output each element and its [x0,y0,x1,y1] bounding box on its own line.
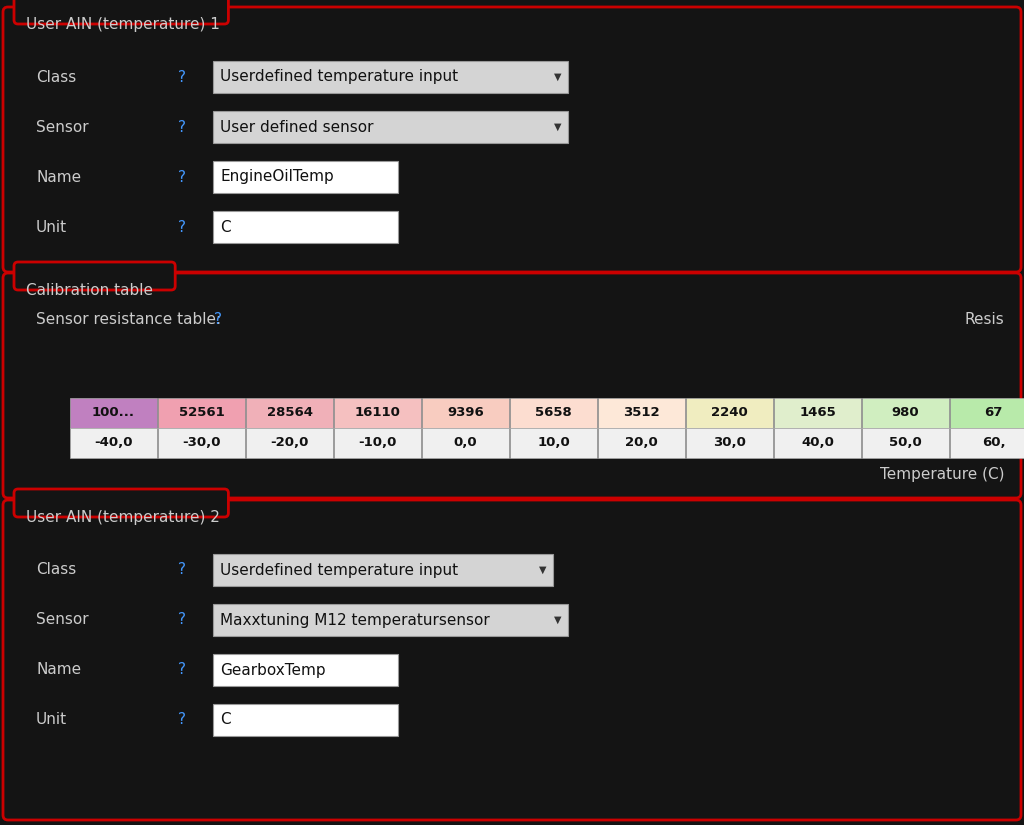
Bar [862,398,949,428]
Text: 5658: 5658 [536,407,571,419]
FancyBboxPatch shape [14,0,228,24]
Bar [686,428,773,458]
Text: Name: Name [36,662,81,677]
Text: C: C [220,219,230,234]
Bar [510,428,597,458]
Bar [213,704,398,736]
FancyBboxPatch shape [3,500,1021,820]
Bar [598,398,685,428]
Bar [20,10,222,20]
FancyBboxPatch shape [14,489,228,517]
Text: ?: ? [178,169,186,185]
Text: ?: ? [178,612,186,628]
Bar [598,428,685,458]
FancyBboxPatch shape [3,273,1021,498]
Bar [213,554,553,586]
Text: ▼: ▼ [554,122,561,132]
Text: 28564: 28564 [266,407,312,419]
Text: Name: Name [36,169,81,185]
Text: Class: Class [36,69,76,84]
Bar [774,428,861,458]
Bar [686,398,773,428]
Text: ?: ? [178,563,186,578]
Bar [510,398,597,428]
Text: 30,0: 30,0 [713,436,745,450]
Text: 2240: 2240 [711,407,748,419]
Bar [950,428,1024,458]
Text: 60,: 60, [982,436,1006,450]
Bar [334,398,421,428]
Text: Sensor resistance table:: Sensor resistance table: [36,313,221,328]
Bar [20,276,169,286]
Bar [213,61,568,93]
Text: 1465: 1465 [799,407,836,419]
Text: Maxxtuning M12 temperatursensor: Maxxtuning M12 temperatursensor [220,612,489,628]
Bar [774,398,861,428]
Text: Class: Class [36,563,76,578]
Bar [213,604,568,636]
Bar [213,654,398,686]
Text: 16110: 16110 [354,407,400,419]
Text: 3512: 3512 [624,407,659,419]
Text: Userdefined temperature input: Userdefined temperature input [220,563,458,578]
Bar [950,398,1024,428]
Text: Temperature (C): Temperature (C) [880,466,1004,482]
Text: User defined sensor: User defined sensor [220,120,374,134]
Text: ▼: ▼ [554,615,561,625]
Text: Calibration table: Calibration table [26,283,153,298]
Text: 0,0: 0,0 [454,436,477,450]
Text: 9396: 9396 [447,407,484,419]
Text: ?: ? [178,69,186,84]
Text: 40,0: 40,0 [801,436,834,450]
Text: ?: ? [178,662,186,677]
Text: User AIN (temperature) 1: User AIN (temperature) 1 [26,17,220,32]
Text: 52561: 52561 [178,407,224,419]
Text: -40,0: -40,0 [94,436,133,450]
Text: 10,0: 10,0 [538,436,570,450]
FancyBboxPatch shape [3,7,1021,272]
Text: GearboxTemp: GearboxTemp [220,662,326,677]
Text: Sensor: Sensor [36,120,89,134]
Text: C: C [220,713,230,728]
Bar [422,398,509,428]
Text: Resis: Resis [965,313,1004,328]
Bar [862,428,949,458]
Text: 980: 980 [892,407,920,419]
Bar [213,211,398,243]
Bar [246,398,333,428]
FancyBboxPatch shape [14,262,175,290]
Bar [213,161,398,193]
Text: 20,0: 20,0 [625,436,657,450]
Text: Sensor: Sensor [36,612,89,628]
Text: ?: ? [178,713,186,728]
Text: -30,0: -30,0 [182,436,221,450]
Text: 67: 67 [984,407,1002,419]
Text: Unit: Unit [36,219,68,234]
Text: ?: ? [214,313,222,328]
Text: -10,0: -10,0 [358,436,396,450]
Bar [334,428,421,458]
Text: ?: ? [178,219,186,234]
Text: -20,0: -20,0 [270,436,308,450]
Bar [158,398,245,428]
Text: ▼: ▼ [539,565,547,575]
Text: Userdefined temperature input: Userdefined temperature input [220,69,458,84]
Bar [422,428,509,458]
Text: 50,0: 50,0 [889,436,922,450]
Bar [158,428,245,458]
Text: User AIN (temperature) 2: User AIN (temperature) 2 [26,510,220,525]
Bar [20,503,222,513]
Text: Unit: Unit [36,713,68,728]
Text: EngineOilTemp: EngineOilTemp [220,169,334,185]
Bar [246,428,333,458]
Bar [70,398,157,428]
Text: ▼: ▼ [554,72,561,82]
Bar [70,428,157,458]
Text: ?: ? [178,120,186,134]
Text: 100...: 100... [92,407,135,419]
Bar [213,111,568,143]
